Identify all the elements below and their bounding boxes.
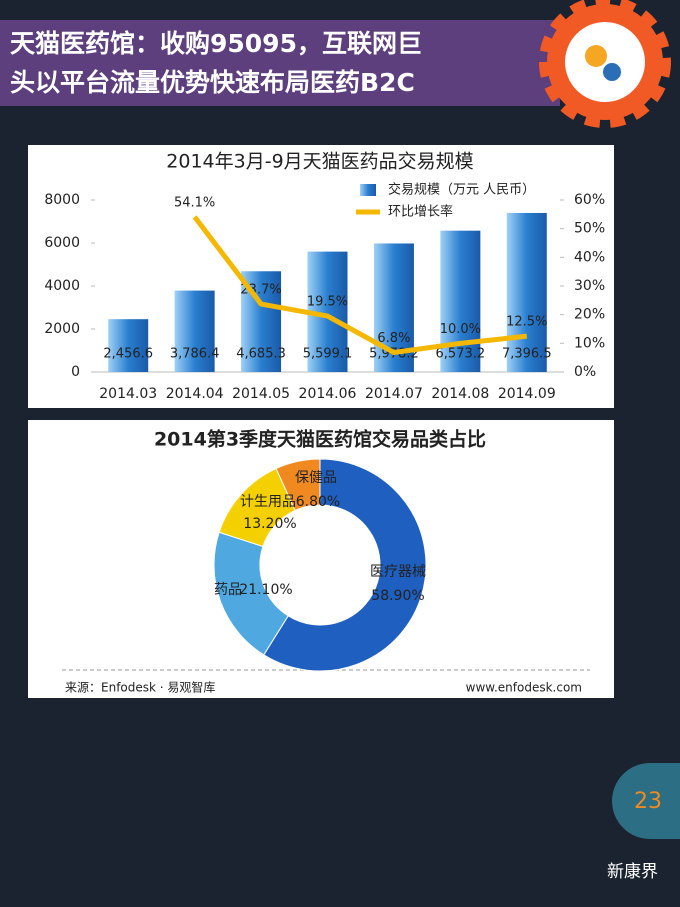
y2-tick-label: 20% (574, 307, 605, 323)
line-value-label: 12.5% (506, 315, 547, 330)
chart-title: 2014第3季度天猫医药馆交易品类占比 (154, 428, 486, 451)
y-tick-label: 4000 (44, 278, 80, 294)
title-banner (0, 20, 560, 106)
website: www.enfodesk.com (466, 681, 582, 695)
segment-label: 计生用品 (240, 494, 296, 510)
bar-value-label: 4,685.3 (236, 347, 286, 362)
bar-value-label: 2,456.6 (103, 347, 153, 362)
bar (108, 319, 149, 372)
segment-value-label: 58.90% (371, 588, 424, 604)
segment-label: 保健品 (295, 470, 337, 486)
y2-tick-label: 0% (574, 364, 596, 380)
y2-tick-label: 60% (574, 192, 605, 208)
bar (440, 230, 481, 372)
gear-icon (539, 0, 671, 128)
x-tick-label: 2014.08 (431, 386, 489, 402)
y-tick-label: 2000 (44, 321, 80, 337)
bar-value-label: 5,599.1 (303, 347, 353, 362)
x-tick-label: 2014.04 (166, 386, 224, 402)
page-number: 23 (634, 789, 662, 814)
legend-label: 环比增长率 (388, 204, 453, 220)
y-tick-label: 0 (71, 364, 80, 380)
y2-tick-label: 40% (574, 249, 605, 265)
bar (506, 212, 547, 372)
x-tick-label: 2014.06 (299, 386, 357, 402)
segment-label: 药品 (214, 582, 242, 598)
bar-value-label: 3,786.4 (170, 347, 220, 362)
x-tick-label: 2014.05 (232, 386, 290, 402)
line-value-label: 54.1% (174, 195, 215, 210)
line-value-label: 10.0% (440, 322, 481, 337)
chart-title: 2014年3月-9月天猫医药品交易规模 (166, 151, 473, 173)
legend-label: 交易规模（万元 人民币） (388, 182, 535, 198)
donut-segment (263, 458, 427, 672)
segment-label: 医疗器械 (370, 564, 426, 580)
y2-tick-label: 10% (574, 335, 605, 351)
y-tick-label: 8000 (44, 192, 80, 208)
y2-tick-label: 30% (574, 278, 605, 294)
brand: 新康界 (607, 862, 658, 882)
y-tick-label: 6000 (44, 235, 80, 251)
slide-title: 头以平台流量优势快速布局医药B2C (10, 68, 415, 97)
page-badge (612, 763, 680, 839)
segment-value-label: 6.80% (296, 494, 340, 510)
x-tick-label: 2014.09 (498, 386, 556, 402)
bar-value-label: 6,573.2 (436, 347, 486, 362)
segment-value-label: 21.10% (239, 582, 292, 598)
segment-value-label: 13.20% (243, 516, 296, 532)
donut-segment (275, 458, 321, 512)
bar (174, 290, 215, 372)
y2-tick-label: 50% (574, 221, 605, 237)
slide-title: 天猫医药馆：收购95095，互联网巨 (10, 29, 422, 58)
x-tick-label: 2014.07 (365, 386, 423, 402)
legend-swatch (360, 184, 376, 196)
line (192, 215, 528, 356)
source: 来源：Enfodesk · 易观智库 (65, 680, 215, 695)
line-value-label: 6.8% (377, 331, 410, 346)
x-tick-label: 2014.03 (99, 386, 157, 402)
line-value-label: 19.5% (307, 295, 348, 310)
bar-value-label: 7,396.5 (502, 347, 552, 362)
